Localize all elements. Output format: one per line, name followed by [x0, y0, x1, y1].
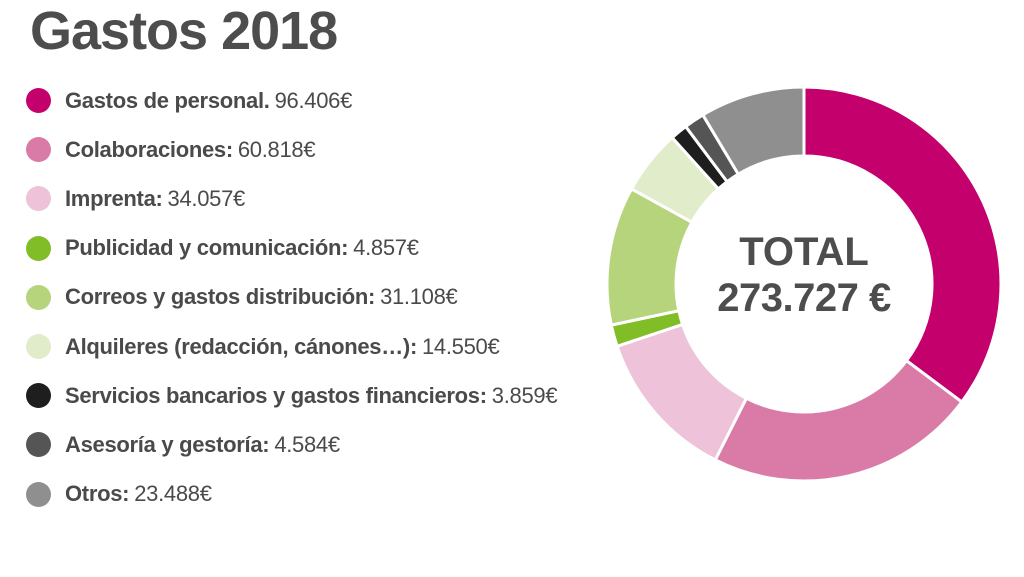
- legend-value: 34.057€: [167, 185, 246, 211]
- legend-value: 60.818€: [237, 136, 316, 162]
- chart-title: Gastos 2018: [30, 1, 338, 61]
- legend-label: Servicios bancarios y gastos financieros…: [65, 382, 487, 408]
- legend-swatch: [26, 186, 51, 212]
- legend-label: Alquileres (redacción, cánones…):: [65, 333, 417, 359]
- legend-swatch: [26, 284, 51, 310]
- legend-swatch: [26, 88, 51, 114]
- donut-svg: [605, 85, 1003, 483]
- legend-item: Imprenta: 34.057€: [26, 174, 557, 223]
- legend-swatch: [26, 137, 51, 163]
- legend-swatch: [26, 432, 51, 458]
- legend-value: 96.406€: [274, 87, 353, 113]
- legend-value: 23.488€: [134, 481, 212, 507]
- legend-item: Publicidad y comunicación: 4.857€: [26, 224, 557, 273]
- legend-label: Asesoría y gestoría:: [65, 431, 270, 457]
- legend-item: Gastos de personal. 96.406€: [26, 76, 557, 125]
- legend-value: 31.108€: [380, 284, 458, 310]
- donut-slice: [713, 358, 964, 483]
- legend-value: 14.550€: [421, 333, 500, 359]
- legend-label: Gastos de personal.: [65, 87, 270, 113]
- legend-value: 3.859€: [491, 382, 558, 408]
- legend-item: Otros: 23.488€: [26, 470, 557, 519]
- legend: Gastos de personal. 96.406€ Colaboraciones…: [26, 76, 558, 519]
- legend-label: Imprenta:: [65, 185, 163, 211]
- legend-item: Servicios bancarios y gastos financieros…: [26, 371, 558, 420]
- legend-item: Asesoría y gestoría: 4.584€: [26, 420, 557, 469]
- legend-value: 4.584€: [274, 431, 340, 457]
- legend-swatch: [26, 481, 51, 507]
- legend-item: Alquileres (redacción, cánones…): 14.550€: [26, 322, 557, 371]
- donut-slice: [615, 322, 749, 462]
- legend-swatch: [26, 334, 51, 360]
- legend-value: 4.857€: [353, 235, 419, 261]
- legend-item: Colaboraciones: 60.818€: [26, 125, 557, 174]
- legend-swatch: [26, 235, 51, 261]
- legend-label: Otros:: [65, 481, 130, 507]
- legend-label: Correos y gastos distribución:: [65, 284, 376, 310]
- legend-item: Correos y gastos distribución: 31.108€: [26, 273, 557, 322]
- donut-chart: TOTAL 273.727 €: [600, 80, 1008, 488]
- donut-slice: [700, 85, 806, 177]
- legend-swatch: [26, 383, 51, 409]
- legend-label: Publicidad y comunicación:: [65, 235, 349, 261]
- legend-label: Colaboraciones:: [65, 136, 233, 162]
- donut-slice: [802, 85, 1003, 405]
